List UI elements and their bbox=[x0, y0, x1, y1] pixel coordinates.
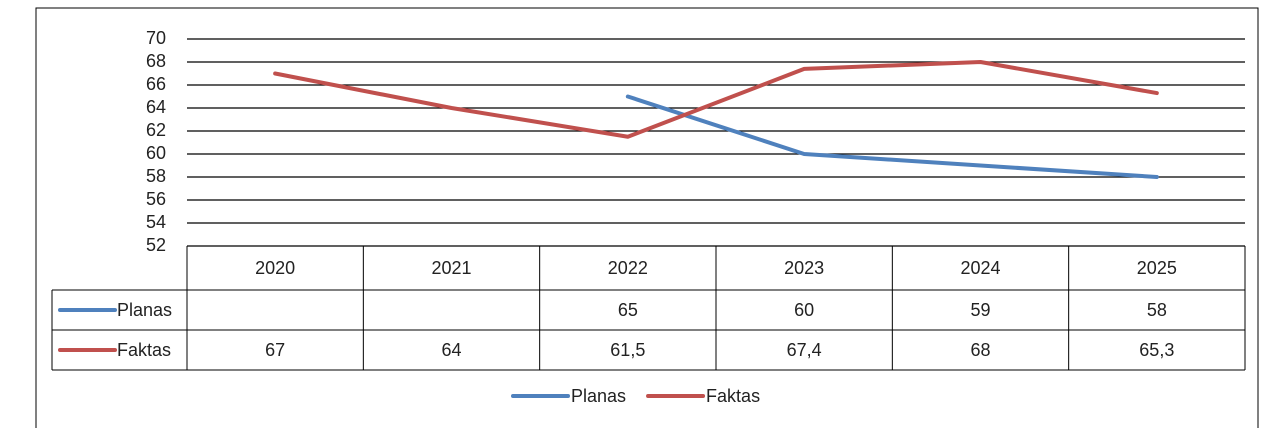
y-tick-label: 62 bbox=[146, 120, 166, 140]
table-value: 59 bbox=[970, 300, 990, 320]
table-series-name: Faktas bbox=[117, 340, 171, 360]
table-value: 65,3 bbox=[1139, 340, 1174, 360]
table-value: 65 bbox=[618, 300, 638, 320]
x-tick-label: 2020 bbox=[255, 258, 295, 278]
chart-border bbox=[35, 7, 1259, 428]
table-value: 67 bbox=[265, 340, 285, 360]
y-tick-label: 52 bbox=[146, 235, 166, 255]
y-tick-label: 60 bbox=[146, 143, 166, 163]
legend-label: Faktas bbox=[706, 386, 760, 406]
table-value: 67,4 bbox=[787, 340, 822, 360]
x-tick-label: 2022 bbox=[608, 258, 648, 278]
table-value: 58 bbox=[1147, 300, 1167, 320]
table-value: 61,5 bbox=[610, 340, 645, 360]
x-tick-label: 2023 bbox=[784, 258, 824, 278]
table-value: 68 bbox=[970, 340, 990, 360]
y-tick-label: 68 bbox=[146, 51, 166, 71]
x-tick-label: 2021 bbox=[431, 258, 471, 278]
table-value: 64 bbox=[441, 340, 461, 360]
table-value: 60 bbox=[794, 300, 814, 320]
legend-label: Planas bbox=[571, 386, 626, 406]
y-tick-label: 54 bbox=[146, 212, 166, 232]
series-line bbox=[625, 94, 1159, 179]
y-tick-label: 66 bbox=[146, 74, 166, 94]
y-tick-label: 56 bbox=[146, 189, 166, 209]
y-tick-label: 64 bbox=[146, 97, 166, 117]
x-tick-label: 2024 bbox=[960, 258, 1000, 278]
x-tick-label: 2025 bbox=[1137, 258, 1177, 278]
series-line bbox=[273, 60, 1159, 139]
y-tick-label: 58 bbox=[146, 166, 166, 186]
y-tick-label: 70 bbox=[146, 28, 166, 48]
table-series-name: Planas bbox=[117, 300, 172, 320]
